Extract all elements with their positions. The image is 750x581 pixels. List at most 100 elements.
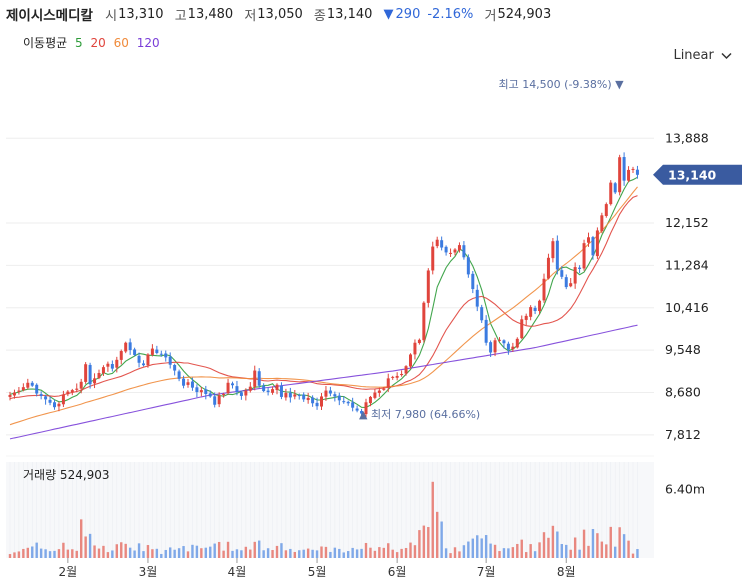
volume-bar	[302, 549, 305, 558]
volume-bar	[320, 546, 323, 558]
candle-body	[106, 363, 110, 367]
volume-bar	[404, 547, 408, 558]
candle-body	[364, 402, 368, 415]
candle-body	[409, 354, 412, 367]
candle-body	[190, 381, 194, 388]
volume-bar	[360, 548, 363, 558]
volume-bar	[106, 552, 110, 558]
volume-bar	[627, 540, 630, 558]
candle-body	[44, 396, 48, 400]
volume-bar	[391, 549, 394, 558]
volume-bar	[57, 549, 61, 558]
candle-body	[61, 394, 65, 405]
volume-bar	[240, 550, 243, 558]
candle-body	[164, 353, 168, 358]
candle-body	[604, 204, 608, 216]
candle-body	[600, 215, 604, 232]
high-label: 고	[174, 8, 187, 24]
candle-body	[93, 378, 97, 384]
volume-bar	[369, 547, 372, 558]
candle-body	[35, 384, 39, 394]
high-annotation: 최고 14,500 (-9.38%) ▼	[498, 78, 624, 91]
ma-legend-20[interactable]: 20	[90, 36, 106, 50]
candle-body	[431, 246, 435, 271]
volume-value: 524,903	[497, 6, 552, 22]
candle-body	[426, 270, 430, 303]
volume-bar	[400, 548, 403, 558]
candle-body	[564, 277, 568, 288]
volume-bar	[124, 543, 127, 558]
volume-bar	[373, 550, 377, 558]
volume-bar	[600, 541, 604, 558]
volume-bar	[102, 545, 105, 558]
volume-bar	[387, 543, 390, 558]
candle-body	[538, 300, 542, 312]
volume-bar	[200, 548, 203, 558]
candle-body	[168, 356, 172, 365]
candle-body	[502, 340, 506, 344]
volume-bar	[551, 525, 555, 558]
candle-body	[475, 289, 479, 307]
scale-label: Linear	[673, 48, 714, 63]
candle-body	[177, 371, 181, 379]
candle-body	[302, 394, 306, 400]
candle-body	[382, 388, 386, 390]
ma-line-20	[9, 195, 638, 400]
candle-body	[609, 182, 613, 205]
candle-body	[12, 392, 16, 396]
volume-panel: 6.40m 거래량 524,903	[6, 462, 705, 558]
month-label: 6월	[388, 565, 407, 579]
volume-bar	[622, 534, 626, 558]
volume-bar	[13, 552, 16, 558]
ma-legend-5[interactable]: 5	[75, 36, 83, 50]
volume-bar	[195, 545, 199, 558]
candlesticks	[8, 152, 639, 418]
volume-bar	[542, 532, 546, 558]
candle-body	[520, 319, 524, 339]
candle-body	[199, 390, 203, 393]
candle-body	[186, 382, 190, 385]
volume-label: 거	[484, 8, 497, 24]
ma-legend-60[interactable]: 60	[113, 36, 129, 50]
volume-bar	[115, 544, 118, 558]
volume-bar	[204, 547, 207, 558]
candle-body	[337, 395, 341, 401]
candle-body	[360, 410, 364, 414]
candle-body	[498, 339, 501, 341]
candle-body	[355, 408, 359, 411]
volume-bar	[618, 527, 621, 558]
volume-bar	[31, 546, 34, 558]
candle-body	[288, 392, 292, 398]
candle-body	[422, 302, 426, 341]
volume-bar	[476, 535, 479, 558]
volume-bar	[467, 541, 470, 558]
month-label: 2월	[59, 565, 78, 579]
candle-body	[257, 371, 261, 386]
candle-body	[21, 387, 25, 391]
candle-body	[239, 392, 243, 396]
volume-bar	[565, 544, 568, 558]
volume-bar	[516, 543, 519, 558]
month-label: 7월	[477, 565, 496, 579]
candle-body	[119, 351, 123, 360]
volume-bar	[253, 541, 256, 558]
month-label: 8월	[557, 565, 576, 579]
candle-body	[622, 157, 626, 181]
candle-body	[213, 396, 217, 405]
candle-body	[484, 319, 488, 343]
volume-bar	[284, 550, 288, 558]
volume-bar	[66, 549, 70, 558]
candle-body	[542, 278, 546, 301]
candle-body	[489, 342, 493, 353]
volume-bar	[173, 549, 176, 558]
ma-line-5	[9, 176, 638, 408]
ma-legend-title: 이동평균	[23, 36, 68, 50]
candle-body	[173, 364, 177, 371]
ma-legend-120[interactable]: 120	[136, 36, 160, 50]
volume-bar	[591, 529, 595, 558]
candle-body	[328, 390, 332, 394]
scale-dropdown-button[interactable]: Linear	[673, 48, 732, 63]
volume-bar	[84, 536, 87, 558]
volume-bar	[8, 554, 12, 558]
